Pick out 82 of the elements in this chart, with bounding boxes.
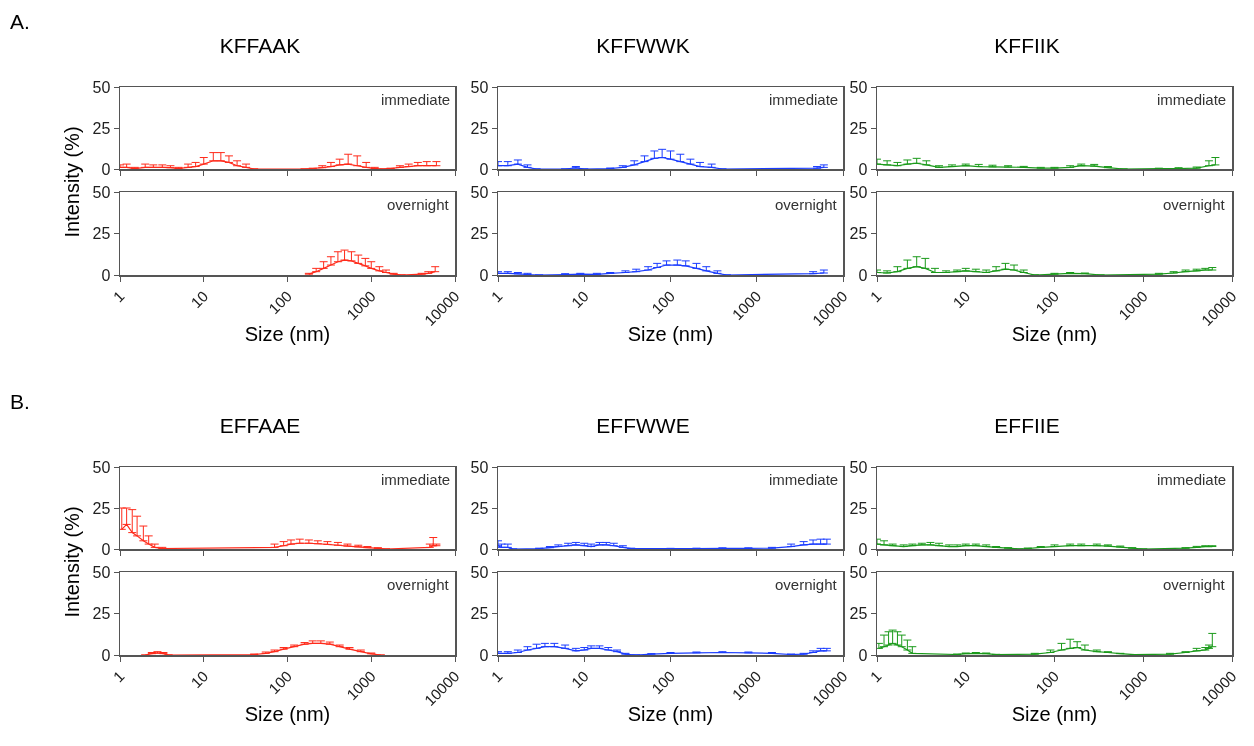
chart-title: EFFAAE	[219, 413, 301, 437]
annotation: immediate	[381, 91, 451, 108]
y-tick-label: 0	[101, 160, 111, 178]
y-tick-label: 0	[858, 540, 868, 558]
y-tick-label: 0	[858, 646, 868, 664]
y-tick-label: 50	[92, 183, 111, 201]
x-tick-label: 100	[648, 667, 678, 698]
annotation: immediate	[381, 471, 451, 488]
y-tick-label: 50	[849, 78, 868, 96]
text: B.	[10, 390, 30, 414]
x-axis-title: Size (nm)	[1011, 323, 1098, 345]
x-tick-label: 10	[187, 287, 212, 312]
y-tick-label: 50	[92, 563, 111, 581]
y-tick-label: 25	[849, 225, 868, 243]
annotation: overnight	[1163, 576, 1226, 593]
y-tick-label: 50	[470, 78, 489, 96]
x-axis-title: Size (nm)	[244, 323, 331, 345]
annotation: overnight	[1163, 196, 1226, 213]
x-tick-label: 100	[265, 287, 295, 318]
x-axis-title: Size (nm)	[627, 703, 714, 725]
y-tick-label: 0	[858, 266, 868, 284]
x-tick-label: 1	[866, 667, 885, 686]
y-tick-label: 25	[92, 605, 111, 623]
annotation: immediate	[769, 91, 839, 108]
y-tick-label: 0	[858, 160, 868, 178]
y-tick-label: 50	[849, 458, 868, 476]
x-tick-label: 10	[949, 287, 974, 312]
text: A.	[10, 10, 30, 34]
x-tick-label: 1	[866, 287, 885, 306]
y-tick-label: 25	[470, 119, 489, 137]
x-tick-label: 10	[567, 287, 592, 312]
x-axis-title: Size (nm)	[627, 323, 714, 345]
y-tick-label: 0	[101, 266, 111, 284]
annotation: overnight	[775, 576, 838, 593]
x-tick-label: 100	[648, 287, 678, 318]
y-tick-label: 0	[101, 540, 111, 558]
annotation: overnight	[775, 196, 838, 213]
y-tick-label: 0	[479, 540, 489, 558]
x-axis-title: Size (nm)	[1011, 703, 1098, 725]
y-tick-label: 50	[849, 183, 868, 201]
y-tick-label: 50	[849, 563, 868, 581]
annotation: overnight	[387, 196, 450, 213]
y-tick-label: 50	[92, 458, 111, 476]
chart-title: KFFWWK	[596, 33, 690, 57]
y-axis-title: Intensity (%)	[61, 125, 84, 240]
y-tick-label: 25	[92, 499, 111, 517]
x-axis-title: Size (nm)	[244, 703, 331, 725]
y-tick-label: 0	[479, 646, 489, 664]
x-tick-label: 10	[567, 667, 592, 692]
annotation: immediate	[1157, 91, 1227, 108]
x-tick-label: 100	[1032, 667, 1062, 698]
annotation: immediate	[769, 471, 839, 488]
y-tick-label: 50	[470, 458, 489, 476]
y-tick-label: 50	[470, 563, 489, 581]
y-tick-label: 0	[479, 266, 489, 284]
y-tick-label: 50	[470, 183, 489, 201]
x-tick-label: 1	[487, 667, 506, 686]
x-tick-label: 1	[109, 667, 128, 686]
y-tick-label: 25	[849, 119, 868, 137]
x-tick-label: 100	[265, 667, 295, 698]
y-tick-label: 25	[470, 605, 489, 623]
chart-title: EFFIIE	[994, 413, 1060, 437]
chart-title: KFFAAK	[219, 33, 301, 57]
y-tick-label: 25	[92, 225, 111, 243]
x-tick-label: 10	[187, 667, 212, 692]
x-tick-label: 1	[109, 287, 128, 306]
chart-title: KFFIIK	[994, 33, 1060, 57]
y-tick-label: 25	[470, 225, 489, 243]
y-axis-title: Intensity (%)	[61, 505, 84, 620]
y-tick-label: 25	[92, 119, 111, 137]
annotation: overnight	[387, 576, 450, 593]
x-tick-label: 1	[487, 287, 506, 306]
y-tick-label: 25	[849, 605, 868, 623]
y-tick-label: 25	[470, 499, 489, 517]
annotation: immediate	[1157, 471, 1227, 488]
y-tick-label: 50	[92, 78, 111, 96]
y-tick-label: 25	[849, 499, 868, 517]
x-tick-label: 100	[1032, 287, 1062, 318]
y-tick-label: 0	[101, 646, 111, 664]
x-tick-label: 10	[949, 667, 974, 692]
chart-title: EFFWWE	[596, 413, 690, 437]
y-tick-label: 0	[479, 160, 489, 178]
